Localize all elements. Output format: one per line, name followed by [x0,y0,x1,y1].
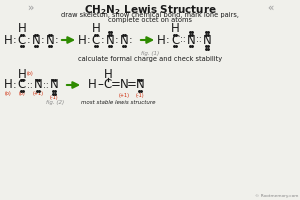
Text: H: H [4,33,12,46]
Text: :: : [13,80,17,90]
Text: H: H [171,22,179,36]
Text: H: H [157,33,165,46]
Text: H: H [92,22,100,36]
Text: =: = [127,78,137,92]
Text: H: H [78,33,86,46]
Text: (+1): (+1) [118,92,130,98]
Text: H: H [4,78,12,92]
Text: C: C [18,78,26,92]
Text: C: C [92,33,100,46]
Text: (+1): (+1) [32,92,44,97]
Text: N: N [46,33,54,46]
Text: draw skeleton, show chemical bond, mark lone pairs,: draw skeleton, show chemical bond, mark … [61,12,239,18]
Text: N: N [187,33,195,46]
Text: (o): (o) [4,92,11,97]
Text: :: : [101,35,105,45]
Text: H: H [88,78,96,92]
Text: «: « [267,3,273,13]
Text: C: C [18,33,26,46]
Text: :: : [13,35,17,45]
Text: :: : [129,35,133,45]
Text: N: N [120,33,128,46]
Text: complete octet on atoms: complete octet on atoms [108,17,192,23]
Text: C: C [171,33,179,46]
Text: H: H [18,22,26,36]
Text: :: : [55,35,59,45]
Text: –: – [97,78,103,92]
Text: »: » [27,3,33,13]
Text: N: N [106,33,114,46]
Text: H: H [103,68,112,80]
Text: :: : [41,35,45,45]
Text: fig. (2): fig. (2) [46,100,64,105]
Text: N: N [202,33,211,46]
Text: $\mathbf{CH_2N_2}$ $\mathbf{Lewis\ Structure}$: $\mathbf{CH_2N_2}$ $\mathbf{Lewis\ Struc… [83,3,217,17]
Text: © Rootmemory.com: © Rootmemory.com [255,194,298,198]
Text: N: N [136,78,144,92]
Text: (o): (o) [19,92,26,97]
Text: ::: :: [180,36,186,45]
Text: most stable lewis structure: most stable lewis structure [81,99,155,104]
Text: N: N [50,78,58,92]
Text: N: N [32,33,40,46]
Text: (o): (o) [27,71,34,75]
Text: N: N [120,78,128,92]
Text: :: : [27,35,31,45]
Text: ::: :: [196,36,202,45]
Text: =: = [111,78,121,92]
Text: :: : [87,35,91,45]
Text: (-1): (-1) [50,95,58,99]
Text: N: N [34,78,42,92]
Text: C: C [104,78,112,92]
Text: ::: :: [27,80,33,90]
Text: fig. (1): fig. (1) [141,51,159,56]
Text: (-1): (-1) [136,92,144,98]
Text: H: H [18,68,26,80]
Text: calculate formal charge and check stability: calculate formal charge and check stabil… [78,56,222,62]
Text: ::: :: [43,80,49,90]
Text: :: : [166,35,170,45]
Text: :: : [115,35,119,45]
